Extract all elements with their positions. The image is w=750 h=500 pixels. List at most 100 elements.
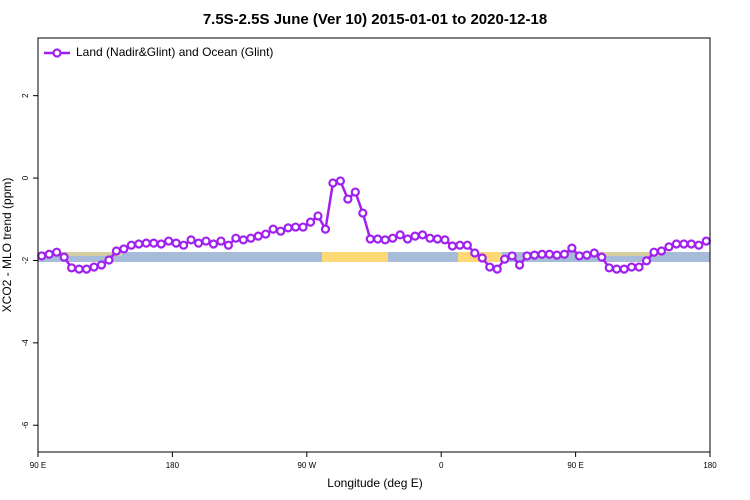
data-point bbox=[164, 236, 174, 246]
data-point bbox=[686, 239, 696, 249]
data-point bbox=[432, 234, 443, 244]
data-point bbox=[104, 255, 114, 265]
data-point bbox=[589, 248, 599, 258]
data-point bbox=[141, 238, 151, 248]
data-point bbox=[74, 264, 84, 274]
data-point bbox=[66, 263, 77, 273]
data-point bbox=[89, 262, 99, 272]
data-point bbox=[350, 187, 360, 197]
x-tick-label: 90 E bbox=[567, 461, 583, 470]
data-point bbox=[320, 224, 331, 234]
data-point bbox=[522, 251, 532, 261]
data-point bbox=[388, 233, 398, 243]
data-point bbox=[96, 260, 107, 270]
data-point bbox=[529, 250, 540, 260]
data-point bbox=[59, 252, 69, 262]
data-point bbox=[179, 240, 189, 250]
chart-title: 7.5S-2.5S June (Ver 10) 2015-01-01 to 20… bbox=[203, 11, 547, 28]
data-point bbox=[477, 253, 487, 263]
data-point bbox=[171, 238, 181, 248]
legend-label: Land (Nadir&Glint) and Ocean (Glint) bbox=[76, 45, 273, 59]
data-point bbox=[664, 242, 674, 252]
data-point bbox=[612, 264, 622, 274]
data-point bbox=[485, 262, 495, 272]
data-point bbox=[507, 251, 517, 261]
data-point bbox=[604, 263, 614, 273]
data-point bbox=[403, 234, 413, 244]
data-point bbox=[552, 250, 562, 260]
data-point bbox=[276, 226, 286, 236]
data-point bbox=[567, 243, 577, 253]
data-point bbox=[358, 208, 368, 218]
data-point bbox=[470, 248, 480, 258]
y-axis-label: XCO2 - MLO trend (ppm) bbox=[0, 178, 14, 313]
data-point bbox=[425, 233, 435, 243]
data-point bbox=[156, 239, 166, 249]
data-point bbox=[455, 240, 465, 250]
x-tick-label: 90 E bbox=[30, 461, 46, 470]
data-point bbox=[694, 240, 704, 250]
data-point bbox=[373, 234, 383, 244]
data-point bbox=[223, 240, 233, 250]
data-point bbox=[111, 246, 122, 256]
data-point bbox=[671, 239, 682, 249]
data-point bbox=[626, 262, 637, 272]
x-tick-label: 90 W bbox=[297, 461, 316, 470]
data-point bbox=[134, 239, 144, 249]
data-point bbox=[574, 251, 584, 261]
surface-strip bbox=[38, 252, 710, 262]
data-point bbox=[238, 235, 248, 245]
legend-marker bbox=[52, 48, 62, 58]
data-point bbox=[634, 262, 644, 272]
data-point bbox=[268, 224, 278, 234]
data-point bbox=[246, 233, 256, 243]
data-point bbox=[544, 249, 555, 259]
data-point bbox=[365, 234, 375, 244]
y-tick-label: -6 bbox=[21, 421, 30, 429]
y-tick-label: -2 bbox=[21, 256, 30, 264]
y-tick-label: 2 bbox=[21, 93, 30, 98]
x-axis-label: Longitude (deg E) bbox=[327, 476, 422, 490]
data-point bbox=[149, 238, 159, 248]
data-point bbox=[313, 211, 323, 221]
data-point bbox=[335, 176, 345, 186]
data-point bbox=[440, 235, 450, 245]
data-point bbox=[656, 246, 667, 256]
data-point bbox=[298, 222, 308, 232]
data-point bbox=[380, 235, 390, 245]
data-point bbox=[37, 251, 47, 261]
data-point bbox=[52, 247, 62, 257]
data-point bbox=[126, 240, 136, 250]
data-point bbox=[186, 235, 196, 245]
data-point bbox=[597, 252, 607, 262]
data-point bbox=[641, 256, 652, 266]
data-point bbox=[208, 239, 219, 249]
data-point bbox=[679, 239, 689, 249]
data-point bbox=[492, 264, 502, 274]
data-point bbox=[395, 230, 405, 240]
data-point bbox=[231, 233, 241, 243]
data-point bbox=[305, 217, 316, 227]
data-point bbox=[81, 264, 92, 274]
data-point bbox=[410, 231, 420, 241]
data-point bbox=[343, 194, 353, 204]
data-point bbox=[291, 222, 301, 232]
data-point bbox=[537, 249, 547, 259]
y-tick-label: 0 bbox=[21, 175, 30, 180]
data-point bbox=[701, 236, 711, 246]
data-point bbox=[447, 241, 457, 251]
data-point bbox=[119, 244, 129, 254]
data-point bbox=[216, 236, 226, 246]
data-point bbox=[283, 223, 293, 233]
data-point bbox=[328, 178, 338, 188]
data-point bbox=[261, 229, 271, 239]
x-tick-label: 0 bbox=[439, 461, 444, 470]
x-tick-label: 180 bbox=[166, 461, 180, 470]
data-point bbox=[582, 250, 592, 260]
y-tick-label: -4 bbox=[21, 339, 30, 347]
data-point bbox=[201, 236, 211, 246]
data-point bbox=[193, 238, 204, 248]
data-point bbox=[44, 249, 54, 259]
data-point bbox=[253, 231, 263, 241]
